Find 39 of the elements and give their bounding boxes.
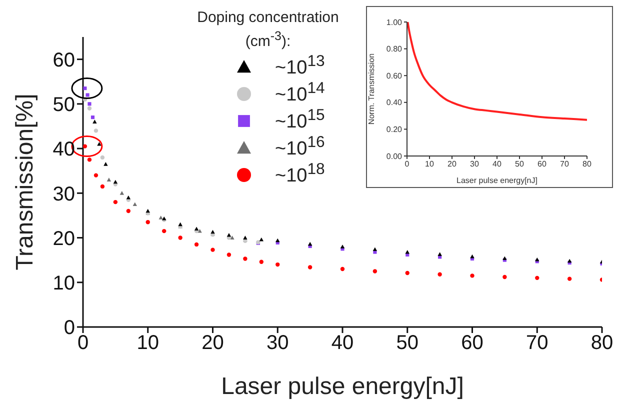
y-tick-label: 50 bbox=[52, 94, 75, 116]
x-tick-label: 30 bbox=[470, 160, 480, 169]
y-tick-label: 0.20 bbox=[386, 125, 403, 134]
y-tick-label: 10 bbox=[52, 272, 75, 294]
y-axis-title: Transmission[%] bbox=[12, 94, 39, 270]
y-axis-title: Norm. Transmission bbox=[366, 53, 376, 125]
y-tick-label: 20 bbox=[52, 228, 75, 250]
x-tick-label: 10 bbox=[136, 332, 159, 354]
x-tick-label: 40 bbox=[331, 332, 354, 354]
legend-label: ~10$^{18}$ bbox=[275, 161, 325, 188]
y-tick-label: 0.40 bbox=[386, 98, 403, 108]
x-tick-label: 60 bbox=[461, 332, 484, 354]
x-tick-label: 20 bbox=[448, 160, 457, 169]
legend-label: ~10$^{14}$ bbox=[275, 80, 325, 107]
y-tick-label: 0.00 bbox=[386, 152, 403, 161]
legend-title: Doping concentration (cm$^{-3}$): bbox=[196, 8, 340, 51]
x-axis-title: Laser pulse energy[nJ] bbox=[221, 373, 464, 400]
y-tick-label: 1.00 bbox=[386, 18, 403, 27]
x-tick-label: 70 bbox=[560, 160, 570, 169]
x-tick-label: 80 bbox=[590, 332, 614, 354]
x-tick-label: 60 bbox=[538, 160, 547, 169]
x-tick-label: 80 bbox=[582, 160, 592, 169]
y-tick-label: 60 bbox=[52, 49, 75, 72]
legend-label: ~10$^{13}$ bbox=[275, 53, 325, 80]
legend-label: ~10$^{15}$ bbox=[275, 107, 325, 134]
y-tick-label: 0.80 bbox=[386, 44, 403, 54]
x-tick-label: 70 bbox=[526, 332, 548, 354]
x-tick-label: 0 bbox=[404, 160, 410, 169]
x-tick-label: 0 bbox=[77, 332, 89, 354]
legend-label: ~10$^{16}$ bbox=[275, 134, 325, 161]
x-tick-label: 50 bbox=[515, 160, 524, 169]
x-tick-label: 30 bbox=[266, 332, 289, 354]
y-tick-label: 30 bbox=[52, 183, 75, 206]
x-tick-label: 20 bbox=[202, 332, 224, 354]
x-tick-label: 10 bbox=[425, 160, 434, 169]
y-tick-label: 0.60 bbox=[386, 71, 403, 80]
x-axis-title: Laser pulse energy[nJ] bbox=[456, 176, 538, 185]
x-tick-label: 40 bbox=[492, 160, 502, 169]
y-tick-label: 0 bbox=[64, 317, 75, 340]
